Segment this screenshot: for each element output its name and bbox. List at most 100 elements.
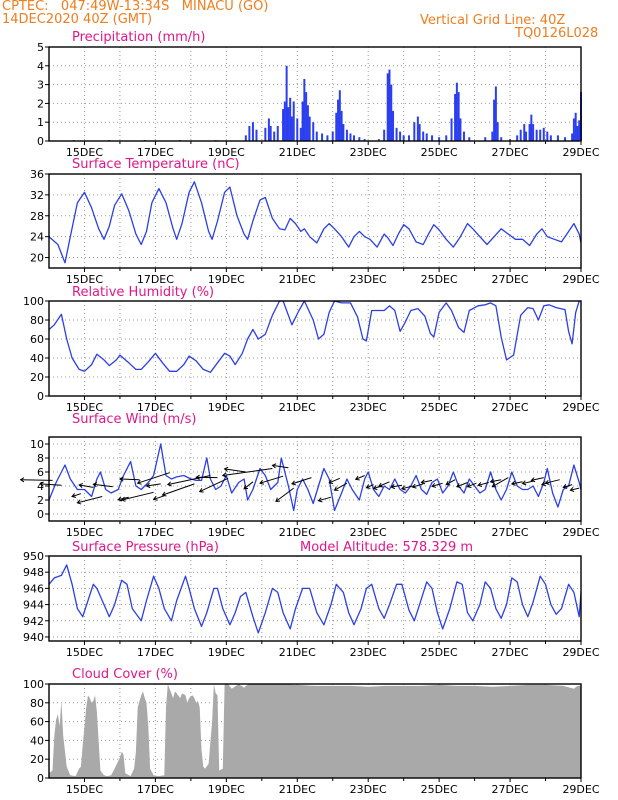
wind-arrow <box>489 478 502 484</box>
cloud-cover-panel: 0 20 40 60 80 100 15DEC 17DEC 19DEC 21DEC 23DEC 25D… <box>23 667 600 796</box>
wind-arrow-head <box>541 481 546 487</box>
precip-bar <box>407 135 410 141</box>
wind-ytick-label: 4 <box>37 480 44 493</box>
precipitation-panel: 0 1 2 3 4 5 15DEC 17DEC 19DEC 21DEC 23DEC 25DEC 27DE… <box>37 30 600 159</box>
temperature-ytick-label: 36 <box>30 168 44 181</box>
wind-ytick-label: 8 <box>37 452 44 465</box>
precip-bar <box>244 135 247 141</box>
precip-bar <box>338 90 341 141</box>
precip-bar <box>454 94 457 141</box>
wind-arrow <box>544 479 560 485</box>
precip-bar <box>251 122 254 141</box>
pressure-frame <box>48 555 582 642</box>
wind-arrow-head <box>275 497 281 502</box>
wind-arrow-shaft <box>522 480 534 485</box>
wind-arrow-head <box>195 474 200 480</box>
precip-bar <box>431 135 434 141</box>
wind-arrow <box>120 491 154 502</box>
precip-bar <box>413 122 416 141</box>
temperature-xtick-label: 19DEC <box>208 273 245 286</box>
wind-arrow <box>259 475 284 485</box>
wind-arrow-shaft <box>291 477 312 485</box>
pressure-title: Surface Pressure (hPa) <box>72 540 219 555</box>
wind-arrow-shaft <box>328 477 341 484</box>
temperature-ytick-label: 20 <box>30 252 44 265</box>
header-grid-line: Vertical Grid Line: 40Z <box>420 13 566 28</box>
wind-arrow-head <box>562 484 568 489</box>
precipitation-xtick-label: 15DEC <box>66 146 103 159</box>
precip-bar <box>484 137 487 141</box>
wind-arrow <box>119 476 140 482</box>
pressure-xtick-label: 21DEC <box>279 646 316 659</box>
wind-arrow-head <box>569 486 575 492</box>
precip-bar <box>269 125 272 141</box>
precip-bar <box>267 118 270 141</box>
cloud-cover-ytick-label: 20 <box>30 753 44 766</box>
precip-bar <box>496 122 499 141</box>
precip-bar <box>312 122 315 141</box>
precip-bar <box>303 78 306 141</box>
wind-arrow <box>431 482 443 488</box>
humidity-panel: 0 20 40 60 80 100 15DEC 17DEC 19DEC 21DEC 23DEC 25D… <box>23 285 600 414</box>
precip-bar <box>425 133 428 141</box>
wind-frame <box>48 436 582 522</box>
wind-arrow-head <box>431 483 437 488</box>
precipitation-xtick-label: 21DEC <box>279 146 316 159</box>
precip-bar <box>418 124 421 141</box>
wind-xtick-label: 17DEC <box>137 526 174 539</box>
wind-arrow-shaft <box>167 475 211 486</box>
wind-arrow-shaft <box>121 491 154 501</box>
precipitation-ytick-label: 2 <box>37 97 44 110</box>
wind-arrow-shaft <box>77 496 103 504</box>
wind-arrow-head <box>78 482 84 489</box>
wind-arrow-head <box>411 483 417 489</box>
wind-arrow <box>78 482 94 489</box>
precip-bar <box>493 99 496 141</box>
humidity-title: Relative Humidity (%) <box>72 285 214 300</box>
precip-bar <box>285 65 288 141</box>
cloud-cover-ytick-label: 80 <box>30 697 44 710</box>
wind-arrow <box>271 463 289 469</box>
temperature-xtick-label: 27DEC <box>492 273 529 286</box>
wind-arrow-head <box>221 472 227 478</box>
humidity-xtick-label: 15DEC <box>66 401 103 414</box>
wind-arrow-head <box>400 485 406 491</box>
precip-bar <box>264 127 267 141</box>
precip-bar <box>468 137 471 141</box>
wind-arrow-head <box>377 482 383 488</box>
precipitation-xtick-label: 23DEC <box>350 146 387 159</box>
wind-arrow-shaft <box>199 477 229 493</box>
precip-bar <box>576 125 579 141</box>
wind-arrow-shaft <box>355 475 365 480</box>
wind-arrow <box>275 487 295 502</box>
pressure-ytick-label: 944 <box>23 599 44 612</box>
wind-arrow-shaft <box>272 464 289 469</box>
wind-arrow <box>195 474 218 480</box>
wind-xtick-label: 15DEC <box>66 526 103 539</box>
wind-arrow-shaft <box>431 482 443 487</box>
wind-arrow <box>411 483 424 489</box>
precipitation-ytick-label: 3 <box>37 79 44 92</box>
wind-arrow-shaft <box>366 484 374 489</box>
wind-arrow <box>39 481 62 487</box>
wind-arrow-shaft <box>421 479 433 483</box>
wind-arrow-head <box>354 475 360 481</box>
precip-bar <box>290 116 293 141</box>
wind-arrow-head <box>333 486 339 491</box>
temperature-ytick-label: 32 <box>30 189 44 202</box>
wind-ytick-label: 10 <box>30 438 44 451</box>
wind-arrow <box>76 496 103 505</box>
cloud-cover-ytick-label: 40 <box>30 734 44 747</box>
wind-arrow-shaft <box>467 482 477 488</box>
wind-arrow-head <box>120 496 126 502</box>
wind-arrow-shaft <box>391 484 402 488</box>
wind-arrow <box>243 481 254 490</box>
wind-arrow-head <box>544 479 550 485</box>
cloud-cover-xtick-label: 25DEC <box>421 783 458 796</box>
precip-bar <box>283 101 286 141</box>
precip-bar <box>500 137 503 141</box>
precip-bar <box>321 133 324 141</box>
precip-bar <box>345 129 348 141</box>
humidity-ytick-label: 100 <box>23 295 44 308</box>
